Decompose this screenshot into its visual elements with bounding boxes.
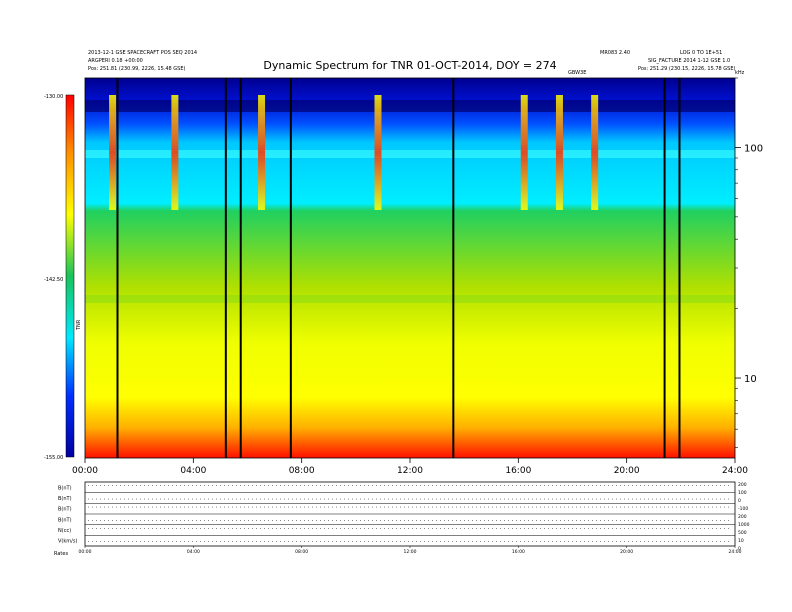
x-tick-label-5: 20:00	[614, 466, 640, 476]
cyan-band	[85, 150, 735, 158]
x-tick-label-2: 08:00	[289, 466, 315, 476]
colorbar-mid-label: -142.50	[44, 277, 63, 283]
panel-label-1: B(nT)	[58, 496, 72, 502]
colorbar-top-label: -130.00	[44, 94, 63, 100]
data-gap-lines	[116, 78, 681, 458]
x-tick-label-4: 16:00	[505, 466, 531, 476]
lower-right-tick-8: 0	[738, 546, 741, 552]
colorbar-bottom-label: -155.00	[44, 455, 63, 461]
header-left-line3: Pos: 251.81 (230.99, 2226, 15.48 GSE)	[88, 66, 185, 72]
x-axis: 00:00 04:00 08:00 12:00 16:00 20:00 24:00	[72, 458, 748, 476]
lower-right-tick-7: 10	[738, 538, 744, 544]
colorbar-side-label: TNR	[76, 319, 82, 331]
panel-label-5: V(km/s)	[58, 539, 77, 545]
lower-right-tick-1: 100	[738, 490, 747, 496]
y-tick-label-1: 100	[744, 143, 763, 154]
lower-x-tick-label-5: 20:00	[620, 549, 633, 555]
lower-right-tick-0: 200	[738, 482, 747, 488]
emission-event-5	[555, 95, 563, 210]
emission-event-0	[109, 95, 117, 210]
lower-right-tick-4: 200	[738, 514, 747, 520]
panel-label-3: B(nT)	[58, 517, 72, 523]
x-tick-label-3: 12:00	[397, 466, 423, 476]
header-right-line3: Pos: 251.29 (230.15, 2226, 15.78 GSE)	[638, 66, 735, 72]
header-right-line1: LOG 0 TO 1E+51	[680, 50, 722, 56]
header-left-line1: 2013-12-1 GSE SPACECRAFT POS SEQ 2014	[88, 50, 197, 56]
x-tick-label-0: 00:00	[72, 466, 98, 476]
emission-event-6	[591, 95, 599, 210]
spectrogram	[84, 77, 736, 459]
header-right-tiny: kHz	[735, 70, 745, 76]
emission-event-3	[374, 95, 382, 210]
chart-title: Dynamic Spectrum for TNR 01-OCT-2014, DO…	[263, 59, 556, 72]
header-left-line2: ARGPERI 0.18 +00:00	[88, 58, 143, 64]
header-right-code: MR083 2.40	[600, 50, 630, 56]
lower-x-tick-label-3: 12:00	[404, 549, 417, 555]
emission-event-4	[520, 95, 528, 210]
y-tick-label-0: 10	[744, 374, 757, 385]
header-mid-code: GBW3E	[568, 70, 586, 76]
lower-right-tick-5: 1000	[738, 522, 750, 528]
spectrogram-background	[85, 78, 735, 458]
lower-x-tick-label-0: 00:00	[79, 549, 92, 555]
panel-label-0: B(nT)	[58, 485, 72, 491]
emission-events	[109, 95, 599, 210]
lower-x-tick-label-2: 08:00	[295, 549, 308, 555]
emission-event-2	[258, 95, 266, 210]
x-tick-label-6: 24:00	[722, 466, 748, 476]
y-axis: 10 100	[735, 77, 763, 448]
lower-right-tick-2: 0	[738, 498, 741, 504]
lower-right-tick-3: -100	[738, 506, 748, 512]
header-right-line2: SIG_FACTURE 2014 1-12 GSE 1.0	[648, 58, 730, 64]
lower-x-tick-label-4: 16:00	[512, 549, 525, 555]
panel-label-2: B(nT)	[58, 507, 72, 513]
dark-band	[85, 100, 735, 112]
green-shift-band	[85, 295, 735, 303]
colorbar	[65, 94, 75, 458]
lower-x-tick-label-6: 24:00	[729, 549, 742, 555]
panel-label-4: N(cc)	[58, 528, 71, 534]
lower-x-tick-label-1: 04:00	[187, 549, 200, 555]
x-tick-label-1: 04:00	[180, 466, 206, 476]
emission-event-1	[171, 95, 179, 210]
lower-right-tick-6: 500	[738, 530, 747, 536]
bottom-left-label: Rates	[54, 551, 68, 557]
lower-panels: B(nT)B(nT)B(nT)B(nT)N(cc)V(km/s)2001000-…	[58, 481, 750, 555]
